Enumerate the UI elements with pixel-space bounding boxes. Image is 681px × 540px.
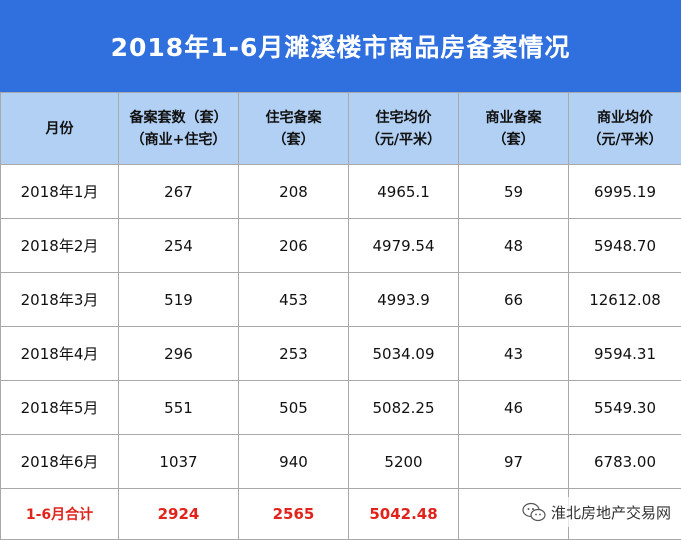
header-line: 商业备案 (486, 110, 542, 126)
table-cell: 453 (239, 273, 349, 327)
table-row: 2018年4月 296 253 5034.09 43 9594.31 (1, 327, 681, 381)
table-cell: 59 (459, 165, 569, 219)
table-row: 2018年2月 254 206 4979.54 48 5948.70 (1, 219, 681, 273)
table-cell: 48 (459, 219, 569, 273)
table-cell: 2018年2月 (1, 219, 119, 273)
table-cell: 551 (119, 381, 239, 435)
table-cell: 66 (459, 273, 569, 327)
table-cell: 2018年6月 (1, 435, 119, 489)
table-cell: 46 (459, 381, 569, 435)
total-cell: 2565 (239, 489, 349, 540)
header-commercial-price: 商业均价 （元/平米） (569, 93, 681, 165)
page-title: 2018年1-6月濉溪楼市商品房备案情况 (111, 28, 571, 64)
table-cell: 97 (459, 435, 569, 489)
header-residential-units: 住宅备案 （套） (239, 93, 349, 165)
watermark-label: 淮北房地产交易网 (551, 502, 671, 523)
table-cell: 296 (119, 327, 239, 381)
table-cell: 2018年5月 (1, 381, 119, 435)
table-cell: 940 (239, 435, 349, 489)
table-cell: 2018年1月 (1, 165, 119, 219)
table-cell: 267 (119, 165, 239, 219)
header-row: 月份 备案套数（套） （商业+住宅） 住宅备案 （套） 住宅均价 （元/平米） … (1, 93, 681, 165)
table-cell: 4993.9 (349, 273, 459, 327)
sales-table: 月份 备案套数（套） （商业+住宅） 住宅备案 （套） 住宅均价 （元/平米） … (0, 92, 681, 540)
table-cell: 1037 (119, 435, 239, 489)
header-line: 住宅均价 (376, 110, 432, 126)
header-month: 月份 (1, 93, 119, 165)
table-cell: 43 (459, 327, 569, 381)
header-line: 月份 (46, 121, 74, 137)
table-cell: 2018年3月 (1, 273, 119, 327)
table-cell: 12612.08 (569, 273, 681, 327)
table-cell: 5200 (349, 435, 459, 489)
table-cell: 5034.09 (349, 327, 459, 381)
header-line: （套） (493, 132, 535, 148)
table-cell: 5082.25 (349, 381, 459, 435)
header-line: 备案套数（套） (130, 110, 228, 126)
table-cell: 254 (119, 219, 239, 273)
header-line: 商业均价 (597, 110, 653, 126)
table-cell: 5549.30 (569, 381, 681, 435)
table-cell: 6783.00 (569, 435, 681, 489)
table-row: 2018年3月 519 453 4993.9 66 12612.08 (1, 273, 681, 327)
header-residential-price: 住宅均价 （元/平米） (349, 93, 459, 165)
header-line: （元/平米） (587, 132, 662, 148)
header-line: （商业+住宅） (131, 132, 227, 148)
table-row: 2018年6月 1037 940 5200 97 6783.00 (1, 435, 681, 489)
table-row: 2018年5月 551 505 5082.25 46 5549.30 (1, 381, 681, 435)
header-commercial-units: 商业备案 （套） (459, 93, 569, 165)
table-cell: 206 (239, 219, 349, 273)
table-cell: 253 (239, 327, 349, 381)
table-cell: 2018年4月 (1, 327, 119, 381)
total-label: 1-6月合计 (1, 489, 119, 540)
table-cell: 6995.19 (569, 165, 681, 219)
source-watermark: 淮北房地产交易网 (520, 497, 675, 527)
table-cell: 505 (239, 381, 349, 435)
table-cell: 519 (119, 273, 239, 327)
table-row: 2018年1月 267 208 4965.1 59 6995.19 (1, 165, 681, 219)
header-line: （套） (273, 132, 315, 148)
title-bar: 2018年1-6月濉溪楼市商品房备案情况 (0, 0, 681, 93)
table-cell: 4965.1 (349, 165, 459, 219)
table-cell: 5948.70 (569, 219, 681, 273)
header-line: （元/平米） (366, 132, 441, 148)
table-cell: 9594.31 (569, 327, 681, 381)
table-cell: 208 (239, 165, 349, 219)
table-cell: 4979.54 (349, 219, 459, 273)
total-cell: 5042.48 (349, 489, 459, 540)
header-total-units: 备案套数（套） （商业+住宅） (119, 93, 239, 165)
total-cell: 2924 (119, 489, 239, 540)
wechat-icon (522, 501, 546, 523)
header-line: 住宅备案 (266, 110, 322, 126)
